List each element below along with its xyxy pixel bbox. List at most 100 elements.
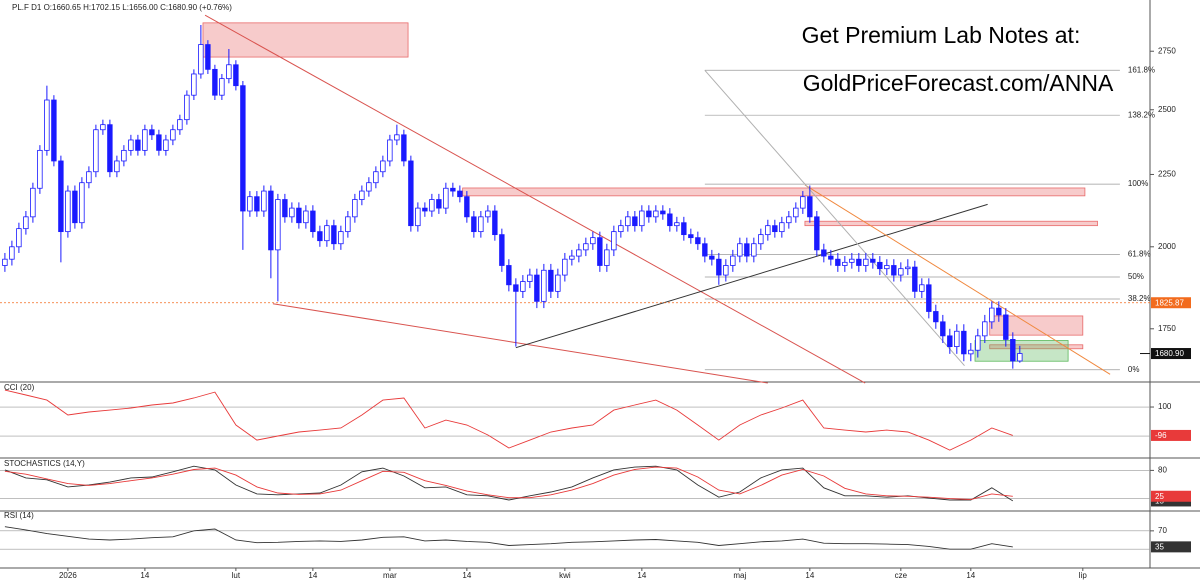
candle-body	[184, 94, 190, 121]
candle-body	[702, 243, 708, 257]
candle-body	[814, 216, 820, 251]
candle-body	[961, 330, 967, 355]
candle-body	[996, 307, 1002, 316]
trendline	[204, 14, 866, 384]
candle-body	[51, 99, 57, 162]
y-tick-label: 70	[1158, 526, 1167, 535]
candle-body	[58, 160, 64, 233]
candle-body	[450, 187, 456, 192]
candle-body	[205, 44, 211, 70]
candle-body	[562, 258, 568, 276]
candle-body	[569, 255, 575, 260]
candle-body	[79, 182, 85, 224]
candle-body	[527, 274, 533, 282]
y-tick-label: 1750	[1158, 324, 1176, 333]
candle-body	[219, 78, 225, 96]
candle-body	[737, 243, 743, 257]
y-tick-label: 2250	[1158, 170, 1176, 179]
zone	[989, 315, 1084, 336]
x-tick-label: kwi	[559, 571, 571, 580]
x-tick-label: 14	[462, 571, 471, 580]
candle-body	[800, 196, 806, 209]
candle-body	[695, 237, 701, 245]
candle-body	[877, 261, 883, 270]
indicator-line	[4, 389, 1013, 451]
candle-body	[779, 222, 785, 233]
candle-body	[380, 160, 386, 173]
zone	[804, 220, 1098, 227]
candle-body	[905, 266, 911, 270]
candle-body	[674, 222, 680, 227]
candle-body	[485, 210, 491, 218]
candle-body	[268, 190, 274, 251]
candle-body	[16, 228, 22, 248]
candle-body	[884, 265, 890, 270]
last-value-label: 25	[1155, 492, 1164, 501]
candle-body	[247, 196, 253, 212]
candle-body	[387, 139, 393, 162]
candle-body	[534, 274, 540, 302]
candle-body	[576, 249, 582, 257]
indicator-title: RSI (14)	[4, 511, 34, 520]
candle-body	[30, 187, 36, 218]
candle-body	[499, 234, 505, 266]
candle-body	[541, 269, 547, 302]
fib-label: 38.2%	[1128, 294, 1151, 303]
indicator-line	[4, 526, 1013, 550]
candle-body	[275, 199, 281, 251]
candle-body	[856, 258, 862, 266]
trendline	[272, 303, 768, 384]
candle-body	[121, 149, 127, 162]
candle-body	[982, 321, 988, 337]
candle-body	[408, 160, 414, 227]
candle-body	[303, 210, 309, 224]
candle-body	[191, 73, 197, 96]
candle-body	[751, 243, 757, 257]
candle-body	[975, 335, 981, 351]
x-tick-label: 14	[966, 571, 975, 580]
label-box	[1151, 348, 1191, 360]
candle-body	[436, 199, 442, 209]
candle-body	[149, 129, 155, 136]
candle-body	[107, 124, 113, 173]
candle-body	[926, 284, 932, 312]
last-value-label: 35	[1155, 542, 1164, 551]
candle-body	[786, 216, 792, 224]
candle-body	[324, 225, 330, 242]
y-tick-label: 80	[1158, 466, 1167, 475]
candle-body	[870, 258, 876, 263]
fib-label: 138.2%	[1128, 110, 1155, 119]
candle-body	[226, 64, 232, 80]
candle-body	[520, 281, 526, 292]
candle-body	[506, 265, 512, 286]
trendline	[704, 69, 965, 367]
candle-body	[821, 249, 827, 257]
candle-body	[513, 284, 519, 292]
candle-body	[142, 129, 148, 151]
x-tick-label: lut	[232, 571, 241, 580]
candle-body	[254, 196, 260, 212]
candle-body	[863, 258, 869, 266]
candle-body	[366, 182, 372, 192]
fib-label: 50%	[1128, 272, 1144, 281]
candle-body	[1003, 314, 1009, 340]
candle-body	[128, 139, 134, 151]
candle-body	[65, 190, 71, 233]
candle-body	[919, 284, 925, 292]
candle-body	[660, 210, 666, 215]
x-tick-label: 14	[140, 571, 149, 580]
candle-body	[422, 207, 428, 212]
candle-body	[471, 216, 477, 233]
candle-body	[954, 330, 960, 347]
candle-body	[478, 216, 484, 233]
candle-body	[828, 255, 834, 260]
label-box	[1151, 541, 1191, 553]
candle-body	[310, 210, 316, 233]
indicator-title: CCI (20)	[4, 383, 35, 392]
candle-body	[464, 196, 470, 218]
candle-body	[2, 258, 8, 266]
candle-body	[597, 237, 603, 266]
candle-body	[716, 258, 722, 276]
candle-body	[583, 243, 589, 251]
candle-body	[632, 216, 638, 227]
